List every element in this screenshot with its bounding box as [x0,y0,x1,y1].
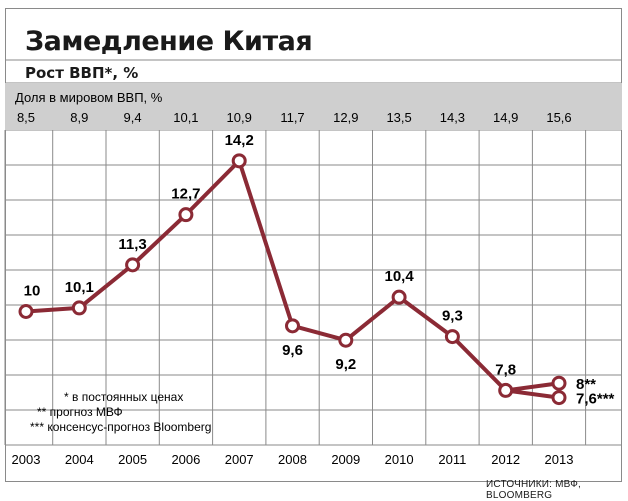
chart-card: Замедление Китая Рост ВВП*, % Доля в мир… [4,8,622,501]
data-point [18,304,34,319]
series-line-2 [505,388,560,400]
data-label: 9,2 [335,356,356,373]
data-point [444,329,460,345]
data-label: 10,4 [384,268,414,285]
source-note: ИСТОЧНИКИ: МВФ, BLOOMBERG [486,479,581,501]
x-tick-label: 2008 [278,452,307,467]
share-value: 15,6 [546,110,571,125]
gdp-growth-chart: Доля в мировом ВВП, % 8,5 8,9 9,4 10,1 10,9 1… [4,8,622,482]
footnote-3: *** консенсус-прогноз Bloomberg [30,420,211,434]
share-value: 11,7 [280,110,304,125]
data-point [285,318,300,334]
data-points [18,153,567,406]
grid-lines [4,8,622,482]
share-value: 14,9 [493,110,518,125]
data-point [551,390,567,406]
share-value: 14,3 [440,110,465,125]
data-point [178,207,194,223]
data-label: 9,6 [282,342,303,359]
x-tick-label: 2005 [118,452,147,467]
data-label: 8** [576,376,596,393]
share-band-label: Доля в мировом ВВП, % [15,90,163,105]
share-value: 10,1 [173,110,198,125]
data-point [391,289,407,305]
chart-title: Замедление Китая [25,26,313,57]
share-band [5,83,622,130]
data-point [551,375,567,391]
x-tick-label: 2003 [12,452,41,467]
x-tick-label: 2006 [171,452,200,467]
x-tick-label: 2007 [225,452,254,467]
data-point [338,332,354,348]
data-labels: 10 10,1 11,3 12,7 14,2 9,6 9,2 10,4 9,3 7,8 8**7,6… [24,132,615,408]
data-label: 11,3 [118,236,146,253]
data-point [498,382,514,398]
data-point [231,153,247,169]
share-value: 8,5 [17,110,35,125]
share-value: 8,9 [70,110,88,125]
x-tick-label: 2011 [438,452,466,467]
x-tick-label: 2010 [385,452,414,467]
x-tick-label: 2009 [331,452,360,467]
share-values: 8,5 8,9 9,4 10,1 10,9 11,7 12,9 13,5 14,3 14,9 15,… [17,110,572,125]
share-value: 10,9 [227,110,252,125]
share-value: 13,5 [386,110,411,125]
data-label: 14,2 [225,132,254,149]
data-label: 12,7 [171,186,200,203]
x-tick-labels: 2003 2004 2005 2006 2007 2008 2009 2010 2011 2012… [12,452,574,467]
data-point [125,257,141,273]
data-label: 9,3 [442,308,463,325]
x-tick-label: 2012 [491,452,520,467]
share-value: 9,4 [124,110,142,125]
share-value: 12,9 [333,110,358,125]
data-label: 7,6*** [576,391,615,408]
data-label: 10,1 [65,279,94,296]
data-point [71,300,87,316]
footnote-2: ** прогноз МВФ [37,405,123,419]
x-tick-label: 2013 [545,452,574,467]
x-tick-label: 2004 [65,452,94,467]
chart-subtitle: Рост ВВП*, % [25,64,139,82]
data-label: 7,8 [495,361,516,378]
footnote-1: * в постоянных ценах [64,390,183,404]
data-label: 10 [24,283,41,300]
